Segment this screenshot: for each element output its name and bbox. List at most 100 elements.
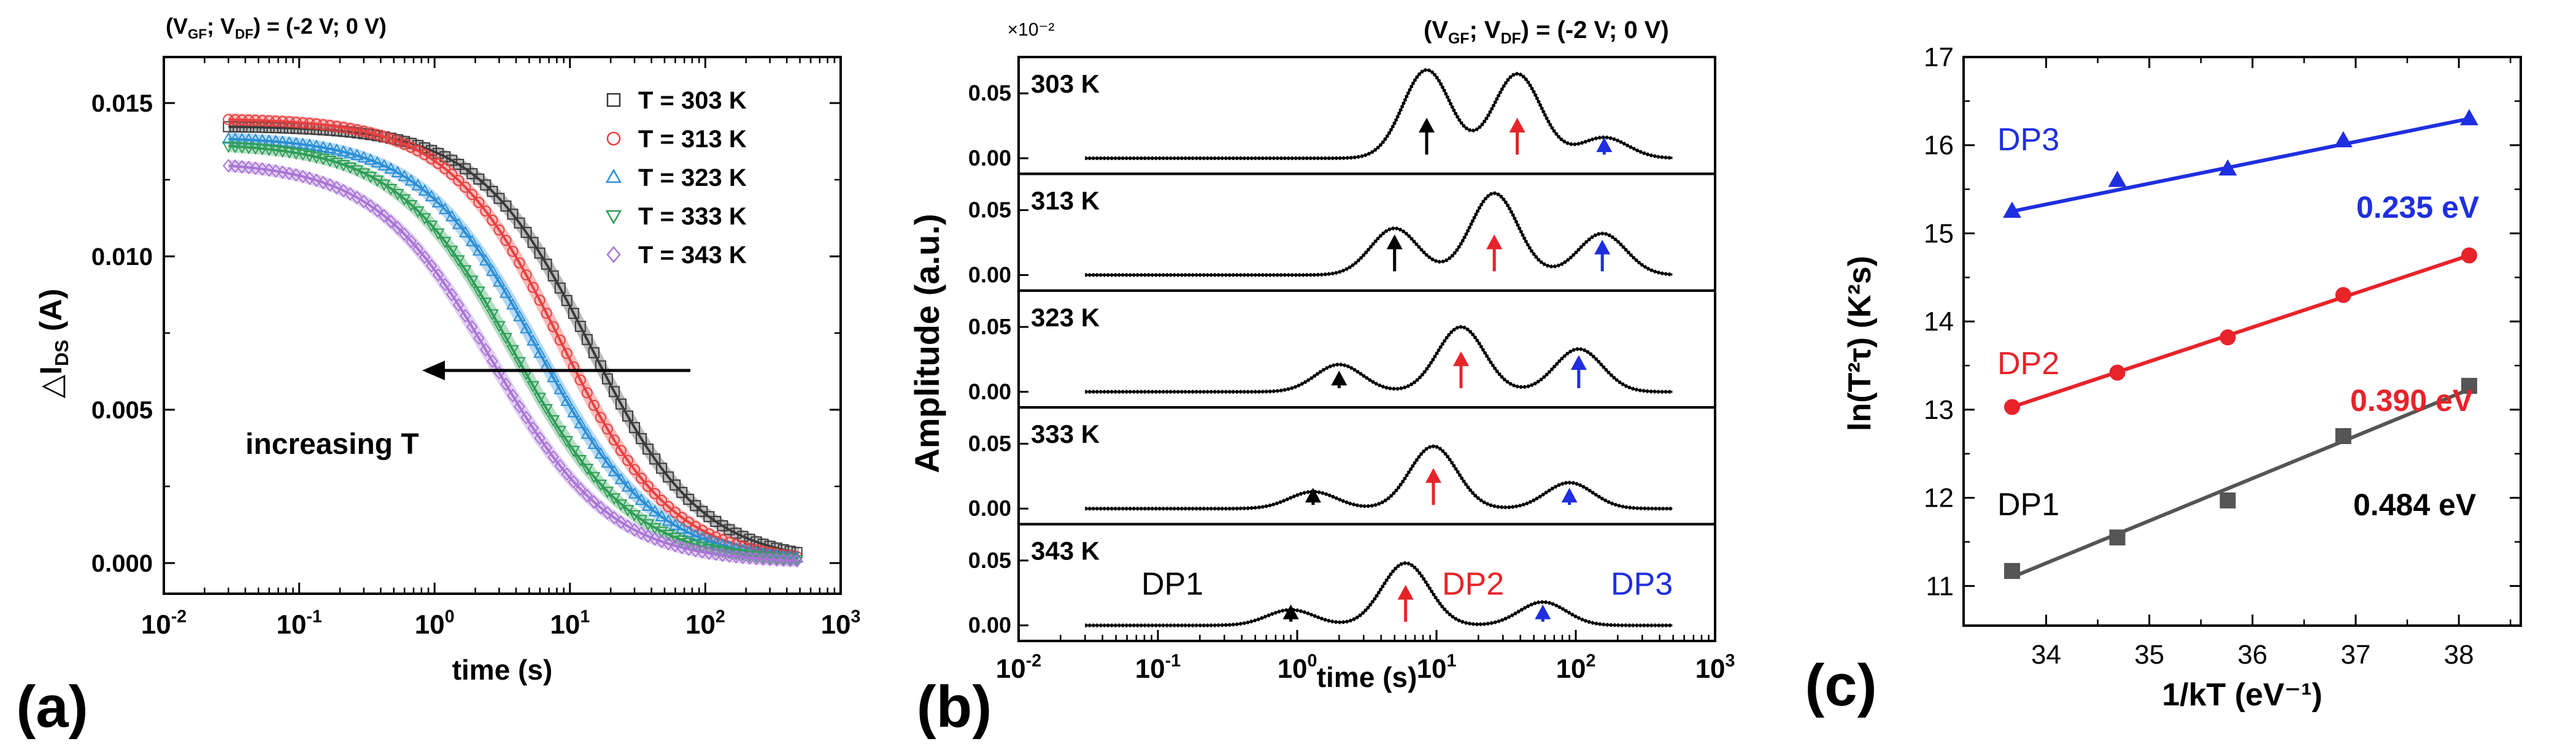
data-point-diamond xyxy=(561,467,573,481)
fit-line xyxy=(2011,388,2470,579)
y-tick-label: 12 xyxy=(1924,483,1954,513)
y-tick-label: 14 xyxy=(1924,307,1954,337)
row-temperature-label: 333 K xyxy=(1031,420,1100,448)
y-multiplier: ×10⁻² xyxy=(1008,20,1055,40)
data-point-circle xyxy=(601,423,613,435)
data-point-circle xyxy=(608,434,620,446)
data-point-triangle-up xyxy=(533,346,547,358)
data-point-circle xyxy=(629,464,641,475)
text-part: ; V xyxy=(1469,17,1500,44)
data-point-diamond xyxy=(696,545,708,559)
text-part: (V xyxy=(1424,17,1448,44)
spectrum-dots xyxy=(1085,191,1673,277)
tick-base: 10 xyxy=(821,610,851,640)
data-point-square xyxy=(547,270,559,282)
peak-arrow-head xyxy=(1418,118,1435,133)
peak-arrow-head xyxy=(1486,234,1503,250)
data-point-square xyxy=(601,373,613,385)
data-point-diamond xyxy=(507,388,519,403)
x-axis-label: 1/kT (eV⁻¹) xyxy=(2162,677,2323,713)
data-point-circle xyxy=(487,214,498,226)
data-point-triangle-up xyxy=(2108,171,2127,187)
text-part: ; V xyxy=(207,13,235,39)
increasing-T-arrow-head xyxy=(422,361,445,380)
data-point-diamond xyxy=(500,377,512,391)
row-temperature-label: 343 K xyxy=(1031,537,1100,566)
data-point-diamond xyxy=(263,163,275,177)
data-point-triangle-down xyxy=(506,345,520,357)
data-point-diamond xyxy=(418,250,431,264)
panel-label-c: (c) xyxy=(1805,653,1876,718)
data-point-diamond xyxy=(541,441,552,455)
data-point-circle xyxy=(378,131,390,142)
data-point-diamond xyxy=(554,459,566,473)
row-frame xyxy=(1017,289,1716,409)
data-point-triangle-down xyxy=(526,381,540,393)
data-point-diamond xyxy=(723,549,735,563)
data-point-diamond xyxy=(290,168,302,182)
fit-line xyxy=(2011,253,2470,409)
data-point-square xyxy=(2109,529,2126,546)
data-point-diamond xyxy=(710,547,722,561)
data-point-square xyxy=(690,500,701,512)
data-point-square xyxy=(487,186,498,198)
data-point-triangle-up xyxy=(465,234,479,247)
data-point-diamond xyxy=(256,162,268,176)
plot-frame xyxy=(1962,56,2522,627)
data-point-square xyxy=(2004,562,2021,579)
data-point-circle xyxy=(446,169,458,180)
panel-label-b: (b) xyxy=(917,674,992,740)
tick-exponent: 1 xyxy=(580,607,590,627)
data-point-triangle-up xyxy=(2003,201,2021,218)
data-point-triangle-up xyxy=(547,370,560,383)
data-point-circle xyxy=(574,374,586,386)
series-name-DP1: DP1 xyxy=(1997,487,2059,523)
data-point-diamond xyxy=(243,160,255,175)
peak-arrow-head xyxy=(1305,488,1321,503)
spectrum-dots xyxy=(1085,68,1673,160)
data-point-triangle-up xyxy=(614,472,628,485)
tick-base: 10 xyxy=(141,610,171,640)
data-point-circle xyxy=(480,205,492,217)
panel-c: 34 35 36 37 38 11 12 13 14 15 16 17 1/kT (eV⁻¹) ln(T²… xyxy=(1805,42,2522,718)
data-point-triangle-down xyxy=(465,275,479,288)
tick-exponent: 2 xyxy=(715,607,725,627)
spectrum-line xyxy=(1085,562,1673,627)
x-tick-label: 103 xyxy=(1695,651,1735,684)
tick-base: 10 xyxy=(415,610,445,640)
y-tick-label: 0.00 xyxy=(968,496,1011,521)
data-point-triangle-up xyxy=(621,480,634,492)
tick-exponent: 3 xyxy=(851,607,861,627)
y-tick-label: 0.05 xyxy=(968,431,1011,456)
data-point-circle xyxy=(656,494,668,506)
series-343K xyxy=(222,159,803,568)
y-tick-label: 0.005 xyxy=(91,397,153,424)
data-point-diamond xyxy=(466,320,478,334)
peak-arrow-head xyxy=(1570,355,1587,370)
row-333K: 0.00 0.05 333 K xyxy=(968,406,1716,526)
data-point-square xyxy=(642,443,654,455)
data-point-square xyxy=(514,217,525,229)
y-tick-label: 0.00 xyxy=(968,262,1011,287)
data-point-circle xyxy=(385,133,396,145)
data-point-diamond xyxy=(445,288,458,302)
peak-arrow-head xyxy=(1596,137,1613,153)
data-point-circle xyxy=(690,521,701,532)
data-point-square xyxy=(2219,492,2236,508)
data-point-circle xyxy=(412,145,424,156)
y-tick-label: 0.05 xyxy=(968,548,1011,573)
data-point-circle xyxy=(371,129,383,140)
x-tick-label: 101 xyxy=(550,607,590,640)
data-point-diamond xyxy=(460,309,471,323)
data-point-circle xyxy=(392,136,404,147)
data-point-diamond xyxy=(690,543,701,558)
x-tick-label: 10-2 xyxy=(996,651,1041,684)
tick-base: 10 xyxy=(1695,654,1726,684)
row-temperature-label: 303 K xyxy=(1031,69,1100,98)
data-point-triangle-up xyxy=(479,254,492,266)
data-point-square xyxy=(500,200,512,212)
data-point-triangle-up xyxy=(452,217,465,229)
data-point-circle xyxy=(541,307,552,319)
tick-exponent: 3 xyxy=(1726,651,1735,671)
